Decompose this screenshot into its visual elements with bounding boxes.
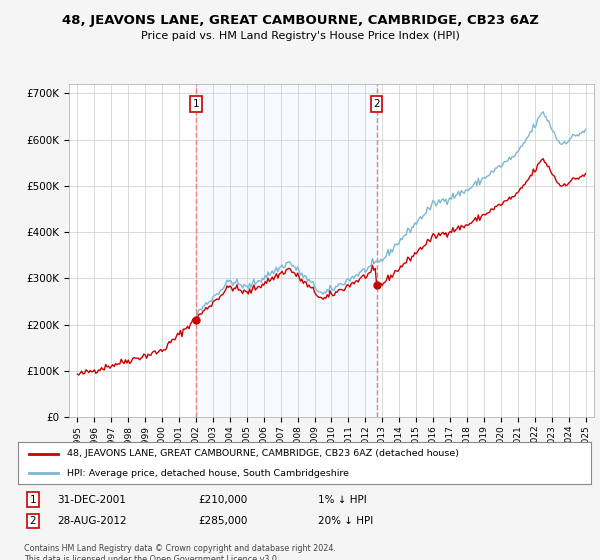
Text: 1: 1 [29, 494, 37, 505]
Text: 2: 2 [29, 516, 37, 526]
Text: Contains HM Land Registry data © Crown copyright and database right 2024.
This d: Contains HM Land Registry data © Crown c… [24, 544, 336, 560]
Text: 2: 2 [373, 99, 380, 109]
Text: £285,000: £285,000 [198, 516, 247, 526]
Text: 48, JEAVONS LANE, GREAT CAMBOURNE, CAMBRIDGE, CB23 6AZ (detached house): 48, JEAVONS LANE, GREAT CAMBOURNE, CAMBR… [67, 449, 459, 458]
Text: 31-DEC-2001: 31-DEC-2001 [57, 494, 126, 505]
Text: £210,000: £210,000 [198, 494, 247, 505]
Text: HPI: Average price, detached house, South Cambridgeshire: HPI: Average price, detached house, Sout… [67, 469, 349, 478]
Text: 1: 1 [193, 99, 199, 109]
Text: 20% ↓ HPI: 20% ↓ HPI [318, 516, 373, 526]
Text: 28-AUG-2012: 28-AUG-2012 [57, 516, 127, 526]
Text: 48, JEAVONS LANE, GREAT CAMBOURNE, CAMBRIDGE, CB23 6AZ: 48, JEAVONS LANE, GREAT CAMBOURNE, CAMBR… [62, 14, 538, 27]
Bar [196, 84, 377, 417]
Text: 1% ↓ HPI: 1% ↓ HPI [318, 494, 367, 505]
Text: Price paid vs. HM Land Registry's House Price Index (HPI): Price paid vs. HM Land Registry's House … [140, 31, 460, 41]
